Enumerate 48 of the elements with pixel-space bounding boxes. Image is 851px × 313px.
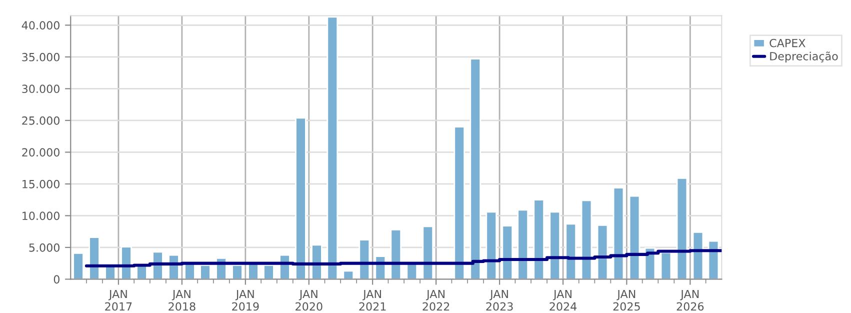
bar (565, 223, 577, 280)
bar (660, 252, 672, 280)
y-tick-label: 15.000 (22, 180, 60, 188)
bar (390, 228, 402, 280)
x-tick-label: JAN 2020 (296, 290, 322, 311)
y-tick-label: 25.000 (22, 116, 60, 125)
bar (517, 209, 529, 280)
x-tick-label: JAN 2019 (232, 290, 259, 311)
y-tick-label: 30.000 (22, 84, 60, 94)
x-tick-label: JAN 2018 (168, 290, 196, 311)
bar (628, 195, 640, 280)
bar (676, 178, 688, 280)
bar (88, 236, 100, 280)
y-tick-label: 35.000 (22, 52, 60, 62)
x-tick-label: JAN 2026 (676, 290, 704, 311)
bar (533, 199, 545, 280)
bar (549, 211, 561, 280)
legend-label: Depreciação (770, 52, 838, 63)
y-tick-label: 20.000 (22, 148, 60, 157)
bar (422, 226, 434, 280)
bar (295, 117, 306, 280)
bar (580, 200, 592, 280)
bar (342, 270, 354, 280)
x-tick-label: JAN 2017 (105, 290, 132, 311)
bar (612, 187, 624, 280)
bar (358, 239, 370, 280)
bar (692, 232, 704, 280)
y-tick-label: 40.000 (22, 21, 60, 30)
y-tick-label: 10.000 (22, 212, 60, 220)
x-tick-label: JAN 2025 (613, 290, 640, 311)
bar (326, 16, 338, 280)
bar (72, 252, 84, 280)
y-tick-label: 0 (54, 275, 60, 284)
bar (263, 264, 274, 280)
bar (470, 58, 482, 280)
x-tick-label: JAN 2024 (550, 290, 577, 311)
x-tick-label: JAN 2023 (486, 290, 513, 311)
bar (596, 224, 608, 280)
bar (200, 264, 211, 280)
legend-label: CAPEX (770, 38, 806, 48)
y-tick-label: 5.000 (29, 243, 60, 252)
bar (486, 211, 498, 280)
bar (502, 225, 514, 280)
bar (232, 264, 243, 280)
x-tick-label: JAN 2022 (422, 290, 450, 311)
bar (454, 126, 466, 280)
bar (311, 244, 322, 280)
x-tick-label: JAN 2021 (359, 290, 386, 311)
